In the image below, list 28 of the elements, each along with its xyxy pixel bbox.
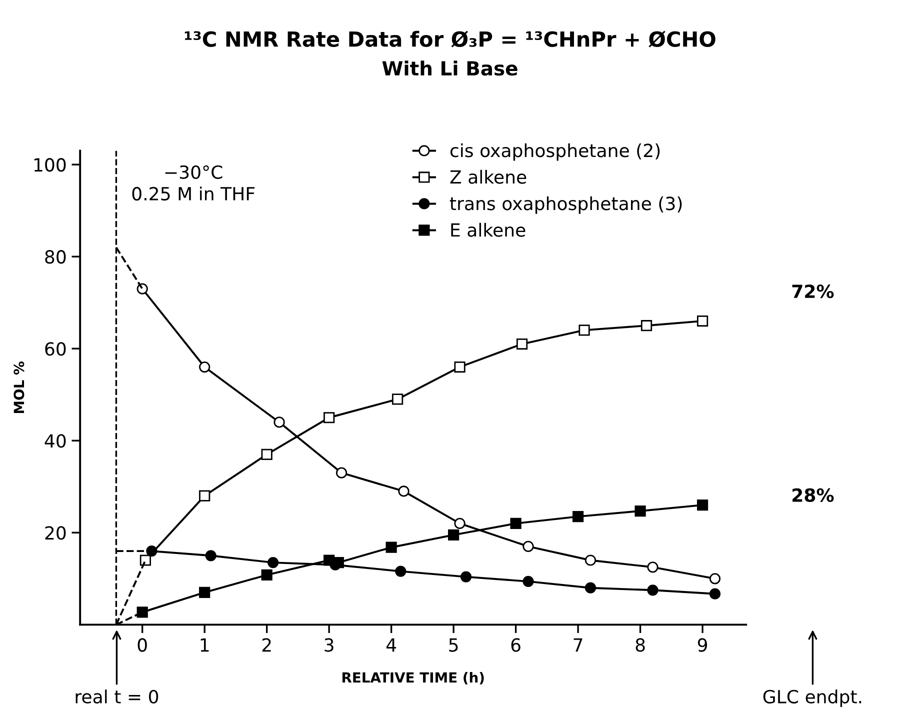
text: 28%: [792, 488, 834, 502]
legend-label: trans oxaphosphetane (3): [450, 196, 682, 214]
y-tick-label: 60: [45, 342, 66, 356]
x-tick-label: 7: [574, 638, 582, 652]
y-tick-label: 40: [44, 434, 66, 448]
text: real t = 0: [76, 690, 158, 704]
x-tick-label: 6: [511, 638, 520, 652]
chart-title: ¹³C NMR Rate Data for Ø₃P = ¹³CHnPr + ØCHO: [184, 30, 716, 48]
y-tick-label: 20: [45, 526, 66, 540]
x-tick-label: 3: [324, 638, 334, 652]
annotation: −30°C 0.25 M in THF: [132, 165, 254, 201]
y-tick-label: 100: [34, 158, 66, 172]
x-tick-label: 1: [200, 638, 209, 652]
x-tick-label: 4: [386, 638, 396, 652]
x-axis-title: RELATIVE TIME (h): [342, 672, 484, 684]
legend-label: Z alkene: [450, 170, 526, 184]
x-tick-label: 8: [636, 638, 645, 652]
x-tick-label: 9: [698, 638, 708, 652]
x-tick-label: 0: [138, 638, 147, 652]
y-tick-label: 80: [45, 250, 66, 264]
y-axis-title: MOL %: [14, 362, 24, 414]
chart-subtitle: With Li Base: [382, 60, 518, 76]
x-tick-label: 2: [262, 638, 271, 652]
x-tick-label: 5: [449, 638, 458, 652]
text: 72%: [792, 284, 834, 298]
legend-label: cis oxaphosphetane (2): [450, 143, 660, 161]
text: GLC endpt.: [763, 690, 862, 708]
legend-label: E alkene: [451, 222, 526, 237]
